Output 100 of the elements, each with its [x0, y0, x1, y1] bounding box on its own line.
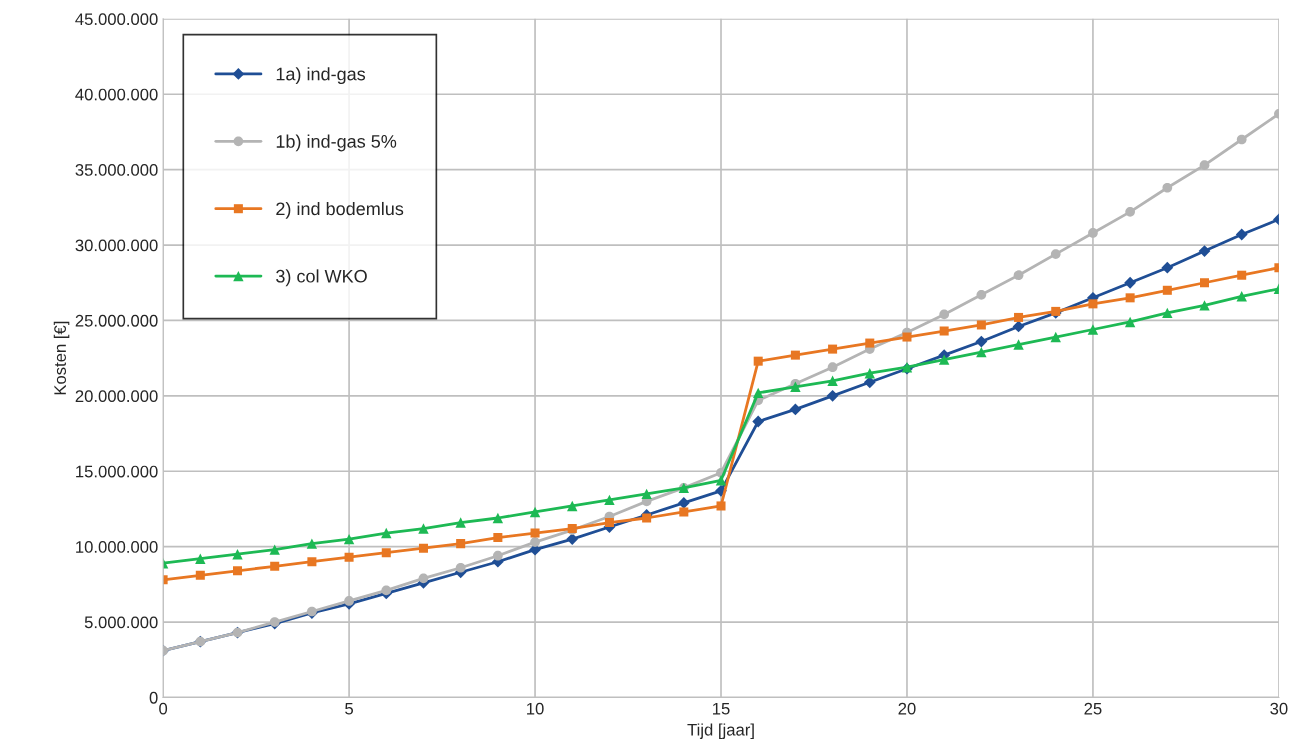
point	[195, 553, 206, 564]
point	[381, 585, 392, 596]
point	[1236, 291, 1247, 302]
point	[1050, 249, 1061, 259]
x-tick-label: 5	[345, 702, 354, 715]
point	[1125, 207, 1135, 217]
point	[826, 389, 839, 402]
point	[827, 362, 838, 373]
legend-label: 1b) ind-gas 5%	[276, 134, 397, 152]
point	[1013, 339, 1024, 350]
legend-label: 1a) ind-gas	[276, 67, 366, 84]
point	[975, 335, 988, 348]
point	[1198, 245, 1211, 257]
point	[976, 346, 987, 358]
point	[679, 507, 689, 517]
y-tick-label: 10.000.000	[76, 541, 158, 553]
y-tick-label: 30.000.000	[75, 239, 158, 252]
point	[530, 528, 540, 538]
x-tick-label: 30	[1270, 702, 1288, 715]
point	[269, 544, 280, 555]
point	[455, 517, 466, 528]
point	[344, 552, 354, 562]
point	[1124, 276, 1137, 289]
point	[1013, 270, 1024, 281]
point	[492, 512, 504, 524]
point	[381, 548, 391, 558]
point	[1235, 228, 1248, 241]
point	[716, 501, 726, 511]
point	[270, 561, 280, 571]
point	[493, 550, 503, 561]
y-tick-label: 0	[149, 691, 158, 704]
point	[677, 497, 690, 509]
point	[1162, 182, 1173, 193]
y-tick-label: 45.000.000	[75, 13, 158, 26]
x-tick-label: 10	[527, 702, 544, 715]
point	[641, 488, 652, 500]
point	[1014, 312, 1024, 322]
point	[604, 518, 614, 528]
point	[567, 500, 578, 512]
legend-label: 2) ind bodemlus	[276, 201, 404, 219]
y-tick-label: 5.000.000	[84, 616, 158, 629]
point	[530, 537, 540, 547]
point	[456, 539, 466, 549]
point	[976, 289, 987, 300]
point	[307, 557, 317, 567]
point	[529, 506, 541, 518]
x-tick-label: 20	[898, 702, 916, 715]
x-tick-label: 25	[1084, 702, 1102, 715]
point	[343, 533, 355, 545]
point	[790, 381, 801, 393]
point	[1199, 300, 1210, 311]
point	[939, 309, 950, 320]
point	[976, 320, 986, 330]
point	[1124, 316, 1136, 328]
point	[753, 356, 763, 366]
point	[828, 344, 838, 354]
point	[493, 533, 503, 543]
point	[1125, 293, 1135, 303]
point	[381, 527, 392, 539]
point	[1199, 160, 1210, 170]
point	[1237, 270, 1247, 280]
point	[1200, 278, 1210, 288]
point	[1087, 324, 1099, 335]
point	[418, 523, 429, 534]
point	[455, 562, 466, 573]
point	[715, 475, 727, 486]
point	[418, 543, 428, 553]
point	[344, 596, 354, 606]
point	[790, 350, 800, 360]
point	[1050, 331, 1061, 343]
point	[1161, 261, 1174, 274]
point	[864, 368, 875, 379]
x-tick-label: 0	[159, 702, 168, 715]
y-tick-label: 40.000.000	[75, 88, 158, 101]
point	[752, 415, 765, 428]
legend-label: 3) col WKO	[276, 269, 367, 287]
y-axis-title: Kosten [€]	[53, 321, 70, 395]
point	[865, 338, 875, 348]
point	[306, 538, 318, 549]
point	[939, 326, 949, 336]
x-axis-title: Tijd [jaar]	[687, 723, 754, 739]
y-tick-label: 20.000.000	[75, 390, 158, 403]
point	[642, 513, 652, 523]
point	[1162, 307, 1173, 319]
point	[789, 403, 802, 416]
point	[604, 494, 615, 506]
point	[566, 533, 579, 545]
x-tick-label: 15	[713, 702, 730, 715]
point	[233, 566, 243, 576]
y-tick-label: 15.000.000	[76, 465, 158, 478]
point	[195, 570, 205, 580]
point	[938, 354, 950, 365]
point	[418, 573, 429, 584]
point	[232, 548, 243, 560]
point	[827, 375, 838, 386]
point	[902, 332, 912, 342]
point	[753, 387, 764, 399]
point	[1162, 285, 1172, 295]
y-tick-label: 35.000.000	[75, 164, 158, 176]
point	[1088, 228, 1098, 238]
